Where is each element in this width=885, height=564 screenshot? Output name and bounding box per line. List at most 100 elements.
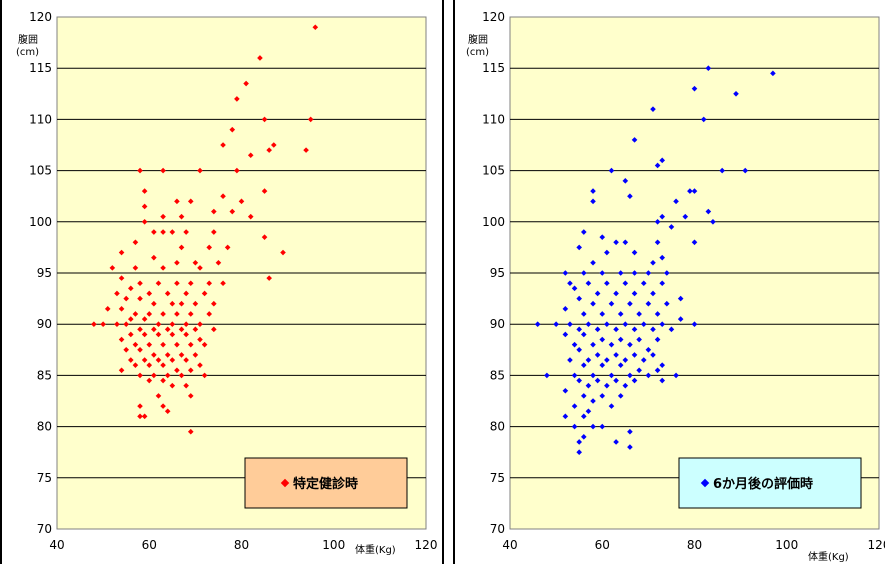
legend-right-marker xyxy=(700,478,710,488)
data-point-left xyxy=(178,352,185,358)
data-point-left xyxy=(104,306,111,312)
data-point-left xyxy=(187,367,194,374)
data-point-right xyxy=(636,311,642,317)
data-point-right xyxy=(571,285,578,292)
data-point-left xyxy=(197,265,203,271)
y-axis-label-left: 腹囲 xyxy=(18,33,38,46)
data-point-left xyxy=(146,377,153,384)
data-point-left xyxy=(141,413,148,420)
data-point-right xyxy=(650,106,656,112)
data-point-left xyxy=(261,116,268,123)
data-point-left xyxy=(151,229,157,235)
data-point-right xyxy=(627,444,633,450)
data-point-right xyxy=(553,321,559,327)
data-point-right xyxy=(700,116,707,123)
y-tick-label-right: 100 xyxy=(482,215,505,229)
data-point-right xyxy=(581,331,587,338)
data-point-left xyxy=(174,280,180,287)
y-tick-label-left: 95 xyxy=(37,266,52,280)
data-point-right xyxy=(576,326,582,333)
data-point-left xyxy=(146,290,153,297)
data-point-right xyxy=(604,382,610,389)
data-point-right xyxy=(590,188,596,194)
data-point-left xyxy=(160,362,166,368)
data-point-right xyxy=(622,382,629,389)
data-point-left xyxy=(155,393,162,399)
data-point-right xyxy=(659,157,666,164)
data-point-right xyxy=(622,178,629,184)
data-point-left xyxy=(118,367,125,374)
data-point-left xyxy=(229,126,236,133)
data-point-right xyxy=(673,372,679,379)
y-tick-label-right: 95 xyxy=(490,266,505,280)
data-point-left xyxy=(174,367,180,374)
data-point-right xyxy=(576,347,582,353)
data-point-right xyxy=(650,326,656,333)
data-point-left xyxy=(160,311,166,317)
data-point-left xyxy=(215,259,222,266)
data-point-right xyxy=(613,290,619,297)
data-point-left xyxy=(141,203,148,210)
data-point-left xyxy=(187,393,194,399)
data-point-right xyxy=(668,224,675,230)
data-point-left xyxy=(178,213,185,220)
data-point-left xyxy=(100,321,106,327)
data-point-left xyxy=(261,188,268,194)
y-tick-label-left: 120 xyxy=(29,10,52,24)
data-point-left xyxy=(183,357,189,363)
data-point-right xyxy=(654,367,661,374)
data-point-right xyxy=(594,377,601,384)
data-point-right xyxy=(664,270,670,276)
data-point-right xyxy=(673,198,679,205)
data-point-right xyxy=(571,423,578,430)
data-point-right xyxy=(622,357,629,363)
x-axis-label-left: 体重(Kg) xyxy=(355,543,396,556)
data-point-left xyxy=(146,362,153,368)
data-point-left xyxy=(224,244,231,251)
data-point-left xyxy=(155,321,162,327)
data-point-left xyxy=(178,326,185,333)
data-point-right xyxy=(590,398,596,404)
data-point-right xyxy=(617,362,624,368)
data-point-right xyxy=(613,352,619,358)
data-point-left xyxy=(192,259,199,266)
data-point-right xyxy=(562,306,569,312)
data-point-right xyxy=(631,326,638,333)
data-point-right xyxy=(581,362,587,368)
data-point-right xyxy=(599,336,606,343)
data-point-left xyxy=(169,357,176,363)
data-point-right xyxy=(631,377,638,384)
legend-right-label: 6か月後の評価時 xyxy=(713,476,813,492)
data-point-right xyxy=(562,270,569,276)
data-point-left xyxy=(114,321,120,327)
data-point-right xyxy=(622,280,629,287)
data-point-left xyxy=(160,229,166,235)
data-point-left xyxy=(128,285,134,292)
data-point-right xyxy=(668,326,675,333)
data-point-left xyxy=(128,331,134,338)
data-point-right xyxy=(604,280,610,287)
data-point-left xyxy=(174,198,180,205)
data-point-right xyxy=(576,244,582,251)
data-point-left xyxy=(137,403,143,409)
data-point-left xyxy=(128,316,134,322)
data-point-left xyxy=(137,372,143,379)
data-point-right xyxy=(733,91,739,97)
data-point-right xyxy=(677,316,684,322)
data-point-left xyxy=(141,331,148,338)
data-point-right xyxy=(613,377,619,384)
data-point-left xyxy=(211,300,217,307)
data-point-right xyxy=(687,188,693,194)
data-point-left xyxy=(307,116,314,123)
data-point-left xyxy=(266,147,272,153)
data-point-right xyxy=(654,336,661,343)
data-point-left xyxy=(155,280,162,287)
data-point-right xyxy=(576,295,582,302)
data-point-left xyxy=(114,290,120,297)
data-point-left xyxy=(220,193,226,199)
data-point-left xyxy=(151,326,157,333)
data-point-right xyxy=(567,321,573,327)
data-point-right xyxy=(640,280,647,287)
data-point-left xyxy=(178,244,185,251)
